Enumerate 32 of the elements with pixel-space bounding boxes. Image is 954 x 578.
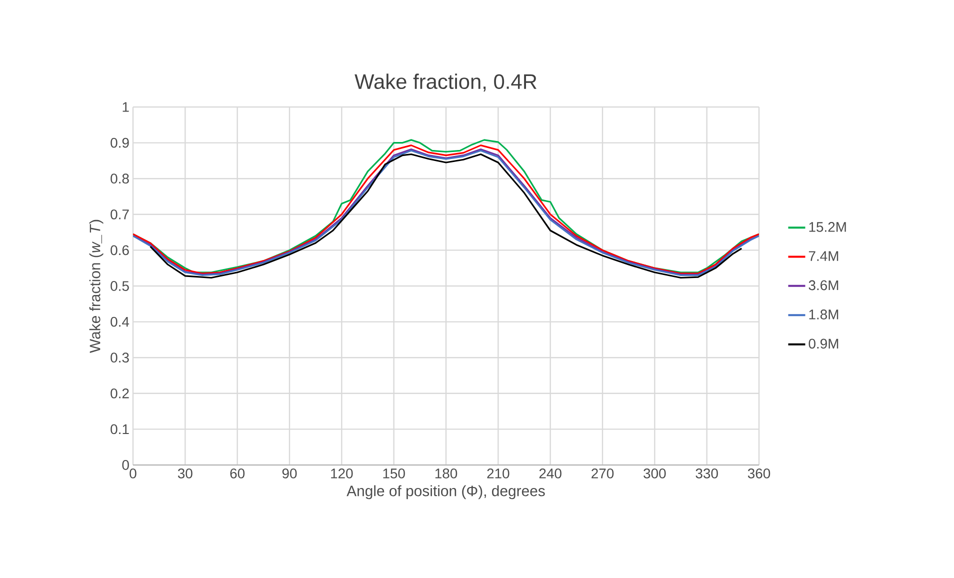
x-tick-label: 360 <box>748 468 770 478</box>
y-tick-label: 0.2 <box>110 388 129 398</box>
legend-label: 3.6M <box>808 280 838 290</box>
y-tick-label: 0.4 <box>110 316 130 327</box>
y-tick-label: 0 <box>122 460 129 470</box>
y-tick-label: 0.9 <box>110 138 129 148</box>
legend-label: 7.4M <box>808 251 838 261</box>
y-tick-label: 1 <box>122 102 129 112</box>
x-tick-label: 90 <box>282 468 297 478</box>
y-tick-label: 0.6 <box>110 245 129 256</box>
legend-label: 1.8M <box>809 310 838 320</box>
y-axis-title: Wake fraction (w_T) <box>89 220 104 353</box>
x-tick-label: 270 <box>592 468 614 478</box>
y-tick-label: 0.8 <box>110 174 129 184</box>
x-tick-label: 60 <box>230 468 245 478</box>
legend-label: 0.9M <box>808 338 838 349</box>
y-tick-label: 0.5 <box>110 281 129 291</box>
x-axis-title: Angle of position (Φ), degrees <box>346 485 545 500</box>
x-tick-label: 330 <box>696 468 718 478</box>
chart-title: Wake fraction, 0.4R <box>354 74 536 92</box>
legend-label: 15.2M <box>809 222 846 232</box>
x-tick-label: 30 <box>178 468 192 478</box>
x-tick-label: 0 <box>130 468 136 478</box>
x-tick-label: 180 <box>435 468 458 478</box>
x-tick-label: 120 <box>331 468 353 478</box>
y-tick-label: 0.3 <box>110 352 129 363</box>
y-tick-label: 0.7 <box>110 209 129 220</box>
x-tick-label: 240 <box>539 468 562 478</box>
x-tick-label: 300 <box>644 468 666 478</box>
y-tick-label: 0.1 <box>110 424 129 434</box>
x-tick-label: 150 <box>383 468 405 478</box>
x-tick-label: 210 <box>487 468 510 478</box>
